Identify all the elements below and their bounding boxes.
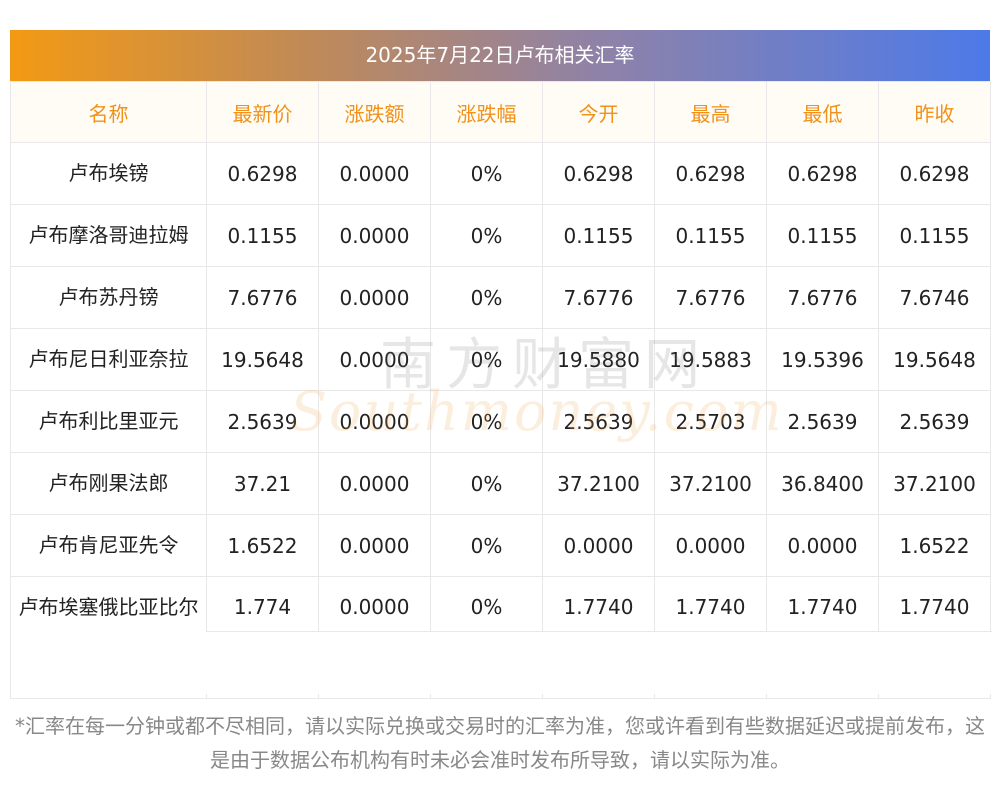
- change-percent: 0%: [430, 452, 543, 515]
- prev-close: 0.1155: [878, 204, 991, 267]
- change-amount: 0.0000: [318, 204, 431, 267]
- currency-name: 卢布尼日利亚奈拉: [10, 328, 207, 391]
- latest-price: 0.1155: [206, 204, 319, 267]
- prev-close: 19.5648: [878, 328, 991, 391]
- latest-price: 1.6522: [206, 514, 319, 577]
- open-price: 7.6776: [542, 266, 655, 329]
- column-header-change-pct: 涨跌幅: [430, 81, 543, 143]
- currency-name: 卢布肯尼亚先令: [10, 514, 207, 577]
- table-row: 卢布埃镑 0.6298 0.0000 0% 0.6298 0.6298 0.62…: [10, 142, 991, 205]
- change-amount: 0.0000: [318, 390, 431, 453]
- latest-price: 37.21: [206, 452, 319, 515]
- change-percent: 0%: [430, 266, 543, 329]
- high-price: 7.6776: [654, 266, 767, 329]
- currency-name: 卢布刚果法郎: [10, 452, 207, 515]
- change-percent: 0%: [430, 204, 543, 267]
- change-percent: 0%: [430, 390, 543, 453]
- table-title: 2025年7月22日卢布相关汇率: [10, 30, 990, 81]
- low-price: 2.5639: [766, 390, 879, 453]
- change-amount: 0.0000: [318, 266, 431, 329]
- column-header-change: 涨跌额: [318, 81, 431, 143]
- currency-name: 卢布苏丹镑: [10, 266, 207, 329]
- change-amount: 0.0000: [318, 142, 431, 205]
- table-header-row: 名称 最新价 涨跌额 涨跌幅 今开 最高 最低 昨收: [10, 81, 991, 143]
- table-row: 卢布尼日利亚奈拉 19.5648 0.0000 0% 19.5880 19.58…: [10, 328, 991, 391]
- currency-name: 卢布埃镑: [10, 142, 207, 205]
- table-row: 卢布刚果法郎 37.21 0.0000 0% 37.2100 37.2100 3…: [10, 452, 991, 515]
- column-header-high: 最高: [654, 81, 767, 143]
- open-price: 37.2100: [542, 452, 655, 515]
- column-header-prev-close: 昨收: [878, 81, 991, 143]
- change-amount: 0.0000: [318, 328, 431, 391]
- prev-close: 2.5639: [878, 390, 991, 453]
- change-amount: 0.0000: [318, 452, 431, 515]
- open-price: 19.5880: [542, 328, 655, 391]
- high-price: 37.2100: [654, 452, 767, 515]
- low-price: 7.6776: [766, 266, 879, 329]
- latest-price: 0.6298: [206, 142, 319, 205]
- column-header-low: 最低: [766, 81, 879, 143]
- prev-close: 7.6746: [878, 266, 991, 329]
- high-price: 0.1155: [654, 204, 767, 267]
- currency-name: 卢布摩洛哥迪拉姆: [10, 204, 207, 267]
- prev-close: 0.6298: [878, 142, 991, 205]
- high-price: 2.5703: [654, 390, 767, 453]
- table-row: 卢布苏丹镑 7.6776 0.0000 0% 7.6776 7.6776 7.6…: [10, 266, 991, 329]
- high-price: 0.6298: [654, 142, 767, 205]
- column-header-name: 名称: [10, 81, 207, 143]
- open-price: 0.6298: [542, 142, 655, 205]
- high-price: 0.0000: [654, 514, 767, 577]
- change-percent: 0%: [430, 328, 543, 391]
- table-row: 卢布肯尼亚先令 1.6522 0.0000 0% 0.0000 0.0000 0…: [10, 514, 991, 577]
- low-price: 36.8400: [766, 452, 879, 515]
- latest-price: 2.5639: [206, 390, 319, 453]
- table-row: 卢布利比里亚元 2.5639 0.0000 0% 2.5639 2.5703 2…: [10, 390, 991, 453]
- column-header-latest: 最新价: [206, 81, 319, 143]
- column-header-open: 今开: [542, 81, 655, 143]
- high-price: 19.5883: [654, 328, 767, 391]
- prev-close: 1.6522: [878, 514, 991, 577]
- open-price: 0.0000: [542, 514, 655, 577]
- change-percent: 0%: [430, 142, 543, 205]
- table-last-row-mask: [206, 631, 992, 694]
- currency-name: 卢布埃塞俄比亚比尔: [10, 576, 207, 699]
- low-price: 19.5396: [766, 328, 879, 391]
- low-price: 0.6298: [766, 142, 879, 205]
- change-percent: 0%: [430, 514, 543, 577]
- disclaimer-footnote: *汇率在每一分钟或都不尽相同，请以实际兑换或交易时的汇率为准，您或许看到有些数据…: [15, 714, 985, 772]
- open-price: 2.5639: [542, 390, 655, 453]
- table-row: 卢布摩洛哥迪拉姆 0.1155 0.0000 0% 0.1155 0.1155 …: [10, 204, 991, 267]
- latest-price: 19.5648: [206, 328, 319, 391]
- low-price: 0.0000: [766, 514, 879, 577]
- open-price: 0.1155: [542, 204, 655, 267]
- low-price: 0.1155: [766, 204, 879, 267]
- exchange-rate-table: 名称 最新价 涨跌额 涨跌幅 今开 最高 最低 昨收 卢布埃镑 0.6298 0…: [10, 81, 991, 699]
- change-amount: 0.0000: [318, 514, 431, 577]
- currency-name: 卢布利比里亚元: [10, 390, 207, 453]
- prev-close: 37.2100: [878, 452, 991, 515]
- latest-price: 7.6776: [206, 266, 319, 329]
